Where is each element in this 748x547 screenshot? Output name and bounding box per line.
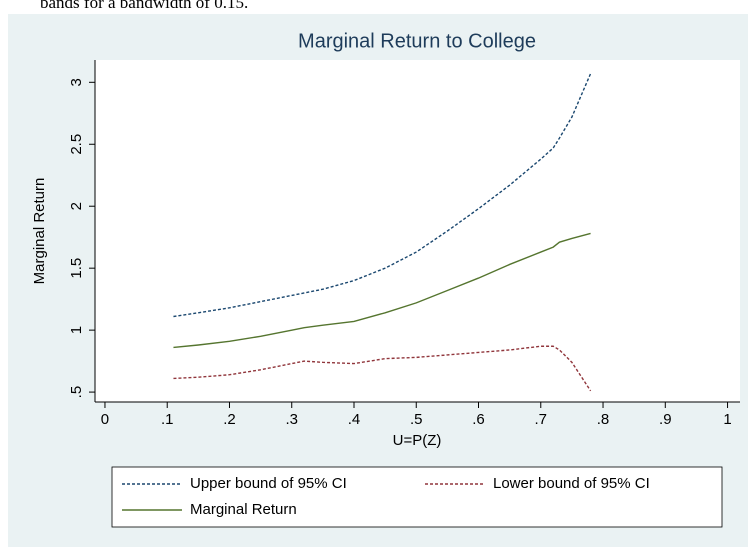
x-tick-label: .5 — [410, 411, 423, 428]
legend-label: Upper bound of 95% CI — [190, 475, 347, 492]
y-tick-label: 3 — [68, 78, 85, 86]
y-tick-label: 1.5 — [68, 258, 85, 279]
x-tick-label: .6 — [472, 411, 485, 428]
chart-title: Marginal Return to College — [298, 30, 536, 52]
y-tick-label: .5 — [68, 386, 85, 399]
legend-box — [111, 466, 723, 528]
y-axis-label: Marginal Return — [31, 178, 48, 285]
x-tick-label: .1 — [161, 411, 174, 428]
x-tick-label: .9 — [659, 411, 672, 428]
legend-label: Marginal Return — [190, 501, 297, 518]
series-line — [173, 232, 591, 349]
plot-area — [95, 60, 740, 402]
x-tick-label: .8 — [597, 411, 610, 428]
x-tick-label: 0 — [101, 411, 109, 428]
y-tick-label: 2 — [68, 202, 85, 210]
y-tick-label: 1 — [68, 326, 85, 334]
x-tick-label: .4 — [348, 411, 361, 428]
x-tick-label: .3 — [285, 411, 298, 428]
x-tick-label: .7 — [535, 411, 548, 428]
series-line — [173, 73, 592, 318]
series-line — [173, 345, 592, 392]
legend-label: Lower bound of 95% CI — [493, 475, 650, 492]
y-tick-label: 2.5 — [68, 134, 85, 155]
x-tick-label: .2 — [223, 411, 236, 428]
x-tick-label: 1 — [723, 411, 731, 428]
caption: bands for a bandwidth of 0.15. — [40, 0, 248, 12]
x-axis-label: U=P(Z) — [393, 432, 442, 449]
